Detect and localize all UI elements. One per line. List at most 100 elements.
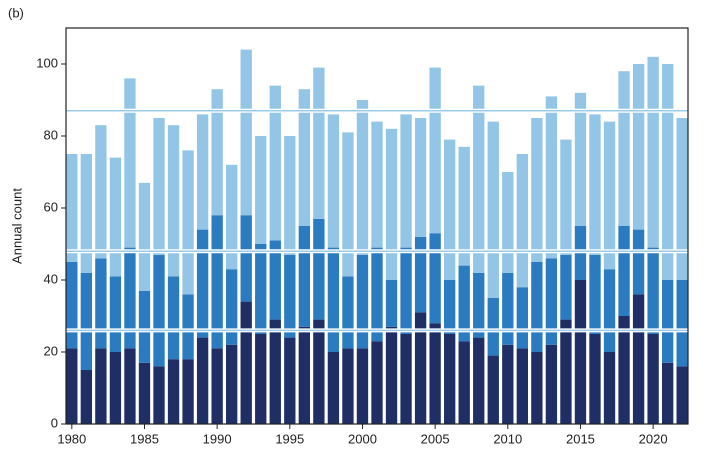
bar-segment [240, 215, 252, 302]
bar-segment [211, 215, 223, 349]
bar-segment [356, 254, 369, 349]
bar-segment [414, 236, 427, 313]
x-tick-label: 2005 [421, 431, 450, 446]
bar-segment [676, 280, 688, 367]
bar-segment [560, 319, 572, 424]
bar-segment [473, 337, 485, 424]
bar-segment [80, 154, 93, 273]
bar-segment [109, 276, 122, 352]
panel-label: (b) [8, 5, 24, 20]
bar-segment [385, 326, 398, 424]
bar-segment [661, 64, 674, 280]
bar-segment [284, 136, 296, 255]
bar-segment [313, 67, 325, 219]
bar-segment [502, 272, 514, 345]
bar-segment [618, 71, 630, 226]
x-tick-label: 2020 [639, 431, 668, 446]
y-tick-label: 100 [36, 55, 58, 70]
bar-segment [95, 125, 107, 259]
bar-segment [356, 348, 369, 424]
bar-segment [516, 287, 528, 349]
bar-segment [589, 114, 601, 255]
bar-segment [531, 352, 543, 424]
bar-segment [531, 262, 543, 352]
bar-segment [138, 362, 151, 424]
bar-segment [284, 337, 296, 424]
bar-segment [545, 344, 558, 424]
bar-segment [226, 269, 238, 345]
bar-segment [211, 89, 223, 216]
bar-segment [269, 240, 281, 320]
bar-segment [473, 85, 485, 273]
bar-segment [167, 359, 180, 424]
bar-segment [429, 323, 441, 424]
bar-segment [676, 118, 688, 280]
bar-segment [211, 348, 223, 424]
bar-segment [589, 254, 601, 334]
bar-segment [109, 157, 122, 277]
bar-segment [95, 258, 107, 349]
bar-segment [560, 254, 572, 320]
bar-segment [124, 247, 136, 349]
bar-segment [502, 344, 514, 424]
bar-segment [400, 247, 412, 334]
bar-segment [182, 294, 194, 360]
bar-segment [414, 312, 427, 424]
bar-segment [414, 118, 427, 237]
bar-segment [603, 352, 616, 424]
bar-segment [327, 114, 340, 248]
bar-segment [66, 154, 78, 262]
bar-segment [284, 254, 296, 338]
x-tick-label: 1980 [57, 431, 86, 446]
bar-segment [473, 272, 485, 338]
bar-segment [618, 316, 630, 424]
bar-segment [443, 139, 456, 280]
bar-segment [167, 125, 180, 277]
bar-segment [371, 247, 383, 342]
bar-segment [80, 370, 93, 424]
bar-segment [647, 247, 659, 334]
bar-segment [385, 128, 398, 280]
bar-segment [313, 319, 325, 424]
x-tick-label: 2000 [348, 431, 377, 446]
bar-segment [182, 150, 194, 295]
bar-segment [255, 244, 267, 334]
bar-segment [632, 229, 645, 295]
bar-segment [269, 85, 281, 241]
bar-segment [153, 118, 165, 255]
bar-segment [153, 254, 165, 367]
bar-segment [516, 348, 528, 424]
y-tick-label: 40 [44, 271, 58, 286]
bar-segment [196, 114, 209, 230]
bar-segment [269, 319, 281, 424]
bar-segment [109, 352, 122, 424]
bar-segment [589, 334, 601, 424]
bar-segment [385, 280, 398, 327]
bar-segment [676, 366, 688, 424]
bar-segment [458, 265, 470, 342]
bar-segment [603, 121, 616, 270]
bar-segment [574, 92, 587, 226]
bar-segment [138, 182, 151, 291]
bar-segment [240, 49, 252, 216]
bar-segment [196, 229, 209, 338]
bar-segment [182, 359, 194, 424]
bar-segment [661, 280, 674, 363]
bar-segment [342, 132, 354, 277]
y-axis-label: Annual count [9, 188, 24, 264]
bar-segment [429, 67, 441, 234]
bar-segment [313, 218, 325, 320]
x-tick-label: 1995 [275, 431, 304, 446]
y-tick-label: 80 [44, 127, 58, 142]
bar-segment [167, 276, 180, 360]
bar-segment [502, 172, 514, 273]
bar-segment [196, 337, 209, 424]
bar-segment [80, 272, 93, 370]
bar-segment [647, 334, 659, 424]
bar-segment [487, 121, 499, 298]
bar-segment [226, 344, 238, 424]
bar-segment [327, 247, 340, 352]
x-tick-label: 2010 [493, 431, 522, 446]
bar-segment [531, 118, 543, 262]
